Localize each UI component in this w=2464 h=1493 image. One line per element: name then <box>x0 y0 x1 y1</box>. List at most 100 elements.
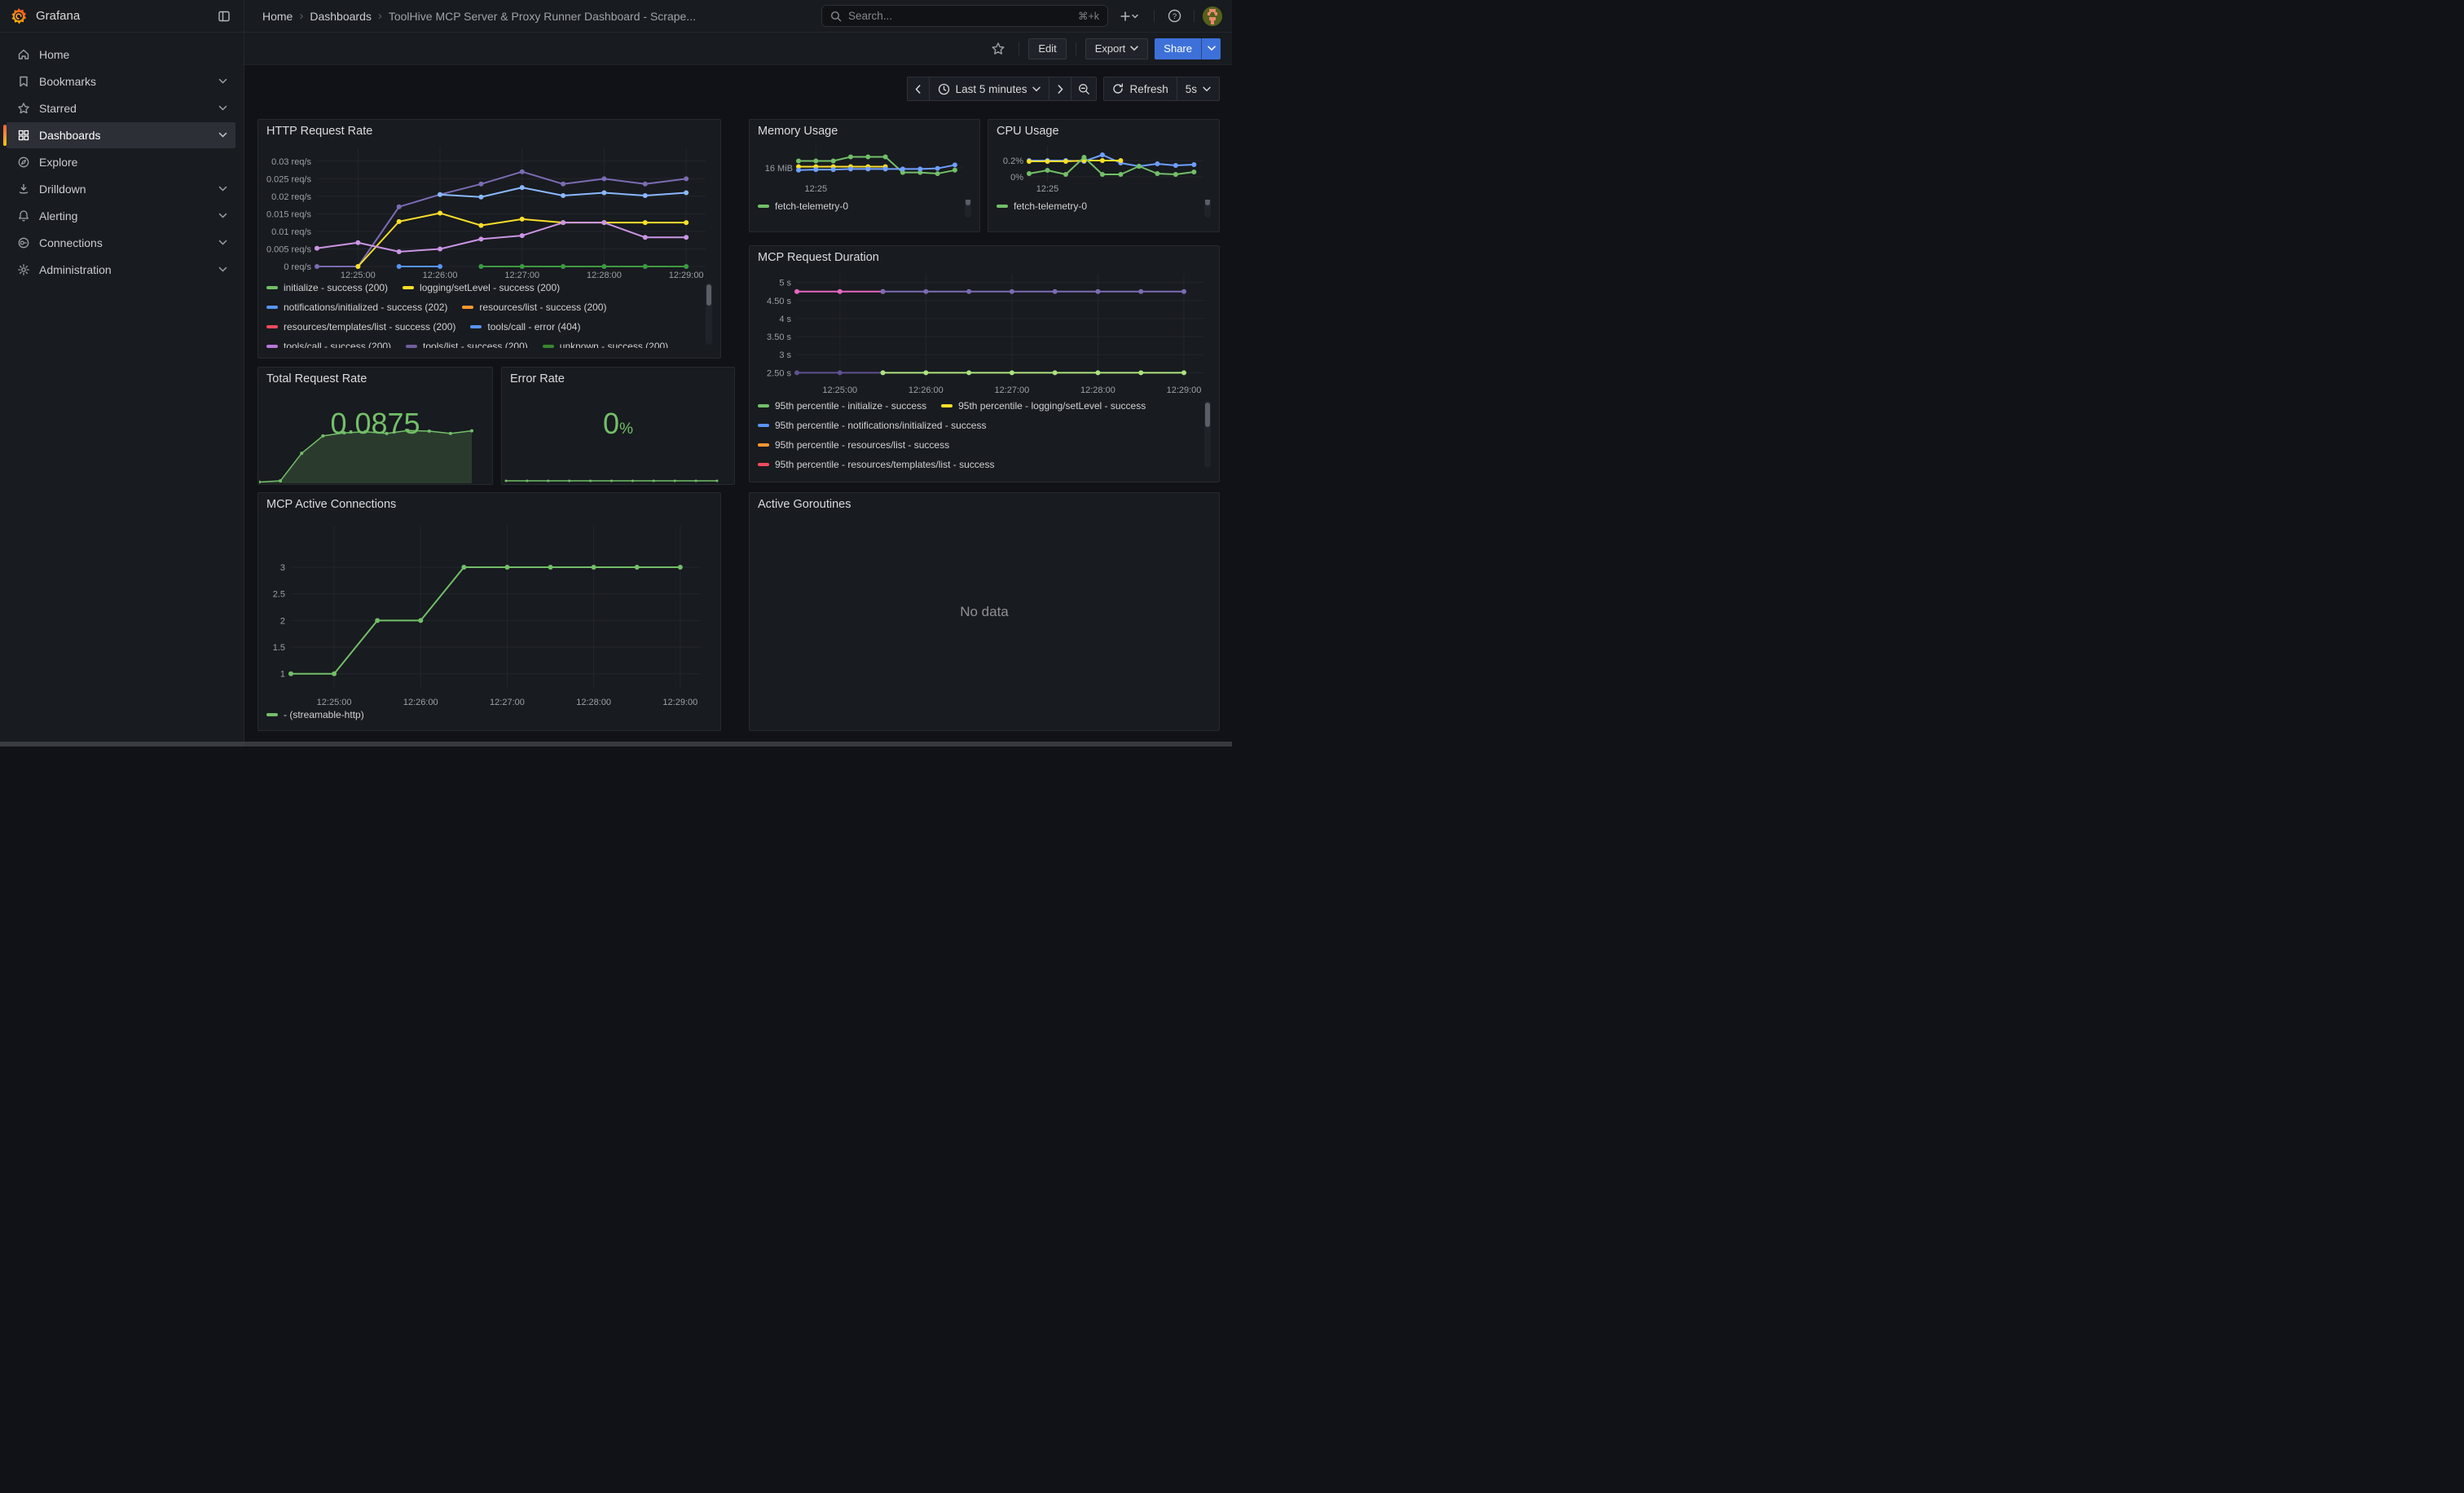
search-shortcut: ⌘+k <box>1077 11 1099 22</box>
legend-series-label: initialize - success (200) <box>284 282 389 293</box>
panel-title[interactable]: MCP Request Duration <box>758 251 879 264</box>
legend-item[interactable]: resources/list - success (200) <box>462 301 606 314</box>
edit-label: Edit <box>1038 42 1057 55</box>
chevron-down-icon[interactable] <box>218 186 235 192</box>
sidebar-item-connections[interactable]: Connections <box>7 230 235 256</box>
search-placeholder: Search... <box>848 10 893 22</box>
panel-mcp-request-duration: MCP Request Duration 5 s 4.50 s 4 s 3.50 s 3… <box>749 245 1220 482</box>
chevron-down-icon[interactable] <box>218 213 235 219</box>
svg-text:3.50 s: 3.50 s <box>767 333 791 342</box>
new-button[interactable] <box>1113 5 1146 28</box>
legend-item[interactable]: logging/setLevel - success (200) <box>403 281 560 294</box>
panel-title[interactable]: Active Goroutines <box>758 498 851 511</box>
export-button[interactable]: Export <box>1085 37 1149 59</box>
mega-menu-toggle-button[interactable] <box>213 5 235 28</box>
share-button[interactable]: Share <box>1155 37 1201 59</box>
legend-row: fetch-telemetry-0 <box>758 200 960 213</box>
sidebar-item-drilldown[interactable]: Drilldown <box>7 176 235 202</box>
edit-button[interactable]: Edit <box>1028 37 1067 59</box>
legend-item[interactable]: 95th percentile - resources/list - succe… <box>758 438 949 451</box>
refresh-interval-button[interactable]: 5s <box>1176 77 1220 101</box>
legend-series-label: tools/list - success (200) <box>423 341 528 348</box>
sidebar-item-label: Alerting <box>39 209 78 222</box>
legend-item[interactable]: 95th percentile - initialize - success <box>758 399 926 412</box>
breadcrumb-dashboards[interactable]: Dashboards <box>310 9 372 23</box>
sidebar-item-home[interactable]: Home <box>7 42 235 68</box>
horizontal-scrollbar[interactable] <box>0 742 1232 746</box>
sidebar-item-administration[interactable]: Administration <box>7 257 235 283</box>
svg-text:12:25: 12:25 <box>805 184 828 194</box>
bell-icon <box>16 209 31 222</box>
sidebar-item-starred[interactable]: Starred <box>7 95 235 121</box>
star-dashboard-button[interactable] <box>987 37 1010 60</box>
svg-text:?: ? <box>1172 12 1176 21</box>
breadcrumb-home[interactable]: Home <box>262 9 293 23</box>
compass-icon <box>16 156 31 169</box>
no-data-message: No data <box>960 603 1009 619</box>
help-button[interactable]: ? <box>1163 5 1186 28</box>
legend-series-label: tools/call - success (200) <box>284 341 392 348</box>
svg-text:0.01 req/s: 0.01 req/s <box>271 227 311 237</box>
svg-text:0 req/s: 0 req/s <box>284 262 311 272</box>
svg-text:0.02 req/s: 0.02 req/s <box>271 192 311 202</box>
legend-item[interactable]: notifications/initialized - success (202… <box>266 301 447 314</box>
clock-icon <box>938 83 949 95</box>
legend-item[interactable]: initialize - success (200) <box>266 281 388 294</box>
svg-text:0.005 req/s: 0.005 req/s <box>266 244 311 254</box>
legend-series-marker <box>266 713 278 716</box>
user-avatar[interactable] <box>1203 6 1222 26</box>
legend-series-marker <box>758 205 769 208</box>
legend-scrollbar[interactable] <box>965 200 971 218</box>
svg-text:12:25:00: 12:25:00 <box>341 271 376 280</box>
legend-series-marker <box>758 443 769 447</box>
time-picker-group: Last 5 minutes <box>906 77 1098 101</box>
legend-series-label: resources/templates/list - success (200) <box>284 321 456 333</box>
chevron-down-icon[interactable] <box>218 105 235 112</box>
panel-title[interactable]: Memory Usage <box>758 125 838 138</box>
legend-item[interactable]: - (streamable-http) <box>266 708 364 721</box>
legend-item[interactable]: 95th percentile - resources/templates/li… <box>758 458 994 471</box>
legend-item[interactable]: resources/templates/list - success (200) <box>266 320 455 333</box>
panel-title[interactable]: Error Rate <box>510 372 565 385</box>
chevron-down-icon[interactable] <box>218 240 235 246</box>
chevron-down-icon <box>1207 46 1216 51</box>
share-options-button[interactable] <box>1201 37 1221 59</box>
panel-mcp-active-connections: MCP Active Connections 1 1.5 2 2.5 3 12:25:00… <box>257 492 721 731</box>
chevron-down-icon[interactable] <box>218 266 235 273</box>
sidebar-item-dashboards[interactable]: Dashboards <box>3 122 235 148</box>
chevron-down-icon[interactable] <box>218 78 235 85</box>
legend-scrollbar[interactable] <box>706 283 712 345</box>
svg-text:12:25:00: 12:25:00 <box>317 698 352 707</box>
sidebar-item-explore[interactable]: Explore <box>7 149 235 175</box>
legend-item[interactable]: tools/list - success (200) <box>406 340 528 348</box>
time-range-picker-button[interactable]: Last 5 minutes <box>928 77 1050 101</box>
chevron-down-icon <box>1203 86 1211 91</box>
panel-title[interactable]: HTTP Request Rate <box>266 125 373 138</box>
legend-series-label: 95th percentile - initialize - success <box>775 400 927 412</box>
panel-title[interactable]: CPU Usage <box>997 125 1059 138</box>
sidebar-item-label: Home <box>39 48 70 61</box>
legend-item[interactable]: fetch-telemetry-0 <box>758 200 848 213</box>
zoom-out-button[interactable] <box>1071 77 1098 101</box>
legend-item[interactable]: tools/call - success (200) <box>266 340 391 348</box>
chevron-down-icon[interactable] <box>218 132 235 139</box>
panel-title[interactable]: MCP Active Connections <box>266 498 397 511</box>
legend-item[interactable]: unknown - success (200) <box>542 340 668 348</box>
sidebar-item-label: Explore <box>39 156 78 169</box>
sidebar-item-alerting[interactable]: Alerting <box>7 203 235 229</box>
active-item-accent <box>3 125 7 146</box>
search-input[interactable]: Search... ⌘+k <box>821 5 1108 27</box>
legend-item[interactable]: 95th percentile - notifications/initiali… <box>758 419 986 432</box>
legend-item[interactable]: 95th percentile - logging/setLevel - suc… <box>941 399 1146 412</box>
refresh-button[interactable]: Refresh <box>1103 77 1177 101</box>
legend-series-marker <box>403 286 415 289</box>
grafana-logo[interactable] <box>10 7 28 25</box>
panel-title[interactable]: Total Request Rate <box>266 372 367 385</box>
sidebar-item-bookmarks[interactable]: Bookmarks <box>7 68 235 95</box>
legend-item[interactable]: fetch-telemetry-0 <box>997 200 1087 213</box>
legend-scrollbar[interactable] <box>1204 401 1211 468</box>
legend-scrollbar[interactable] <box>1204 200 1211 218</box>
time-shift-back-button[interactable] <box>906 77 930 101</box>
time-shift-forward-button[interactable] <box>1049 77 1072 101</box>
legend-item[interactable]: tools/call - error (404) <box>470 320 580 333</box>
